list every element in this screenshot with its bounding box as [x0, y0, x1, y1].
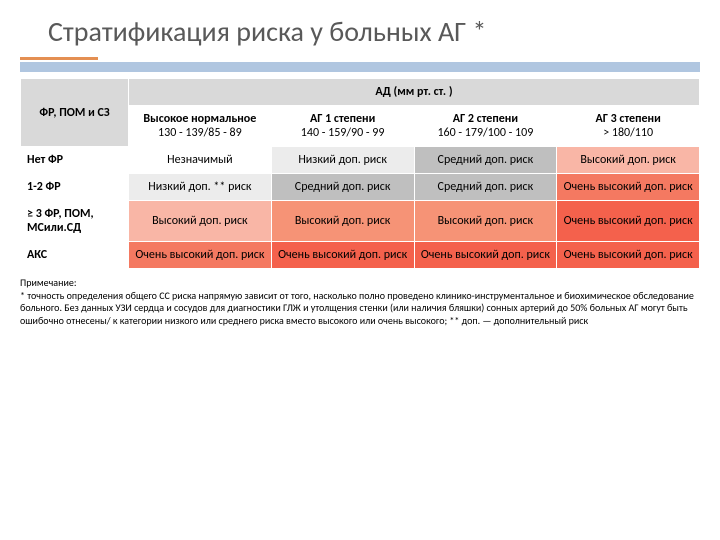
row-label: ≥ 3 ФР, ПОМ, МСили.СД	[21, 201, 129, 242]
col-hdr: АГ 3 степени > 180/110	[557, 106, 700, 147]
row-label: Нет ФР	[21, 147, 129, 174]
risk-cell: Средний доп. риск	[414, 174, 557, 201]
header-top: АД (мм рт. ст. )	[129, 79, 700, 106]
risk-cell: Очень высокий доп. риск	[557, 174, 700, 201]
risk-cell: Высокий доп. риск	[129, 201, 272, 242]
risk-cell: Высокий доп. риск	[557, 147, 700, 174]
risk-cell: Средний доп. риск	[414, 147, 557, 174]
risk-table: ФР, ПОМ и СЗ АД (мм рт. ст. ) Высокое но…	[20, 78, 700, 269]
footnote-line: Примечание:	[20, 277, 700, 290]
footnote-line: * точность определения общего СС риска н…	[20, 290, 700, 328]
col-hdr: АГ 2 степени 160 - 179/100 - 109	[414, 106, 557, 147]
row-label: АКС	[21, 242, 129, 269]
risk-cell: Низкий доп. ** риск	[129, 174, 272, 201]
risk-cell: Незначимый	[129, 147, 272, 174]
table-row: АКСОчень высокий доп. рискОчень высокий …	[21, 242, 700, 269]
risk-cell: Очень высокий доп. риск	[271, 242, 414, 269]
table-row: ≥ 3 ФР, ПОМ, МСили.СДВысокий доп. рискВы…	[21, 201, 700, 242]
risk-cell: Очень высокий доп. риск	[129, 242, 272, 269]
header-left: ФР, ПОМ и СЗ	[21, 79, 129, 147]
row-label: 1-2 ФР	[21, 174, 129, 201]
risk-cell: Низкий доп. риск	[271, 147, 414, 174]
risk-cell: Очень высокий доп. риск	[557, 201, 700, 242]
risk-cell: Высокий доп. риск	[271, 201, 414, 242]
col-hdr: Высокое нормальное 130 - 139/85 - 89	[129, 106, 272, 147]
table-row: Нет ФРНезначимыйНизкий доп. рискСредний …	[21, 147, 700, 174]
risk-cell: Очень высокий доп. риск	[557, 242, 700, 269]
col-hdr: АГ 1 степени 140 - 159/90 - 99	[271, 106, 414, 147]
accent-bars	[20, 57, 700, 72]
table-row: 1-2 ФРНизкий доп. ** рискСредний доп. ри…	[21, 174, 700, 201]
table-row: ФР, ПОМ и СЗ АД (мм рт. ст. )	[21, 79, 700, 106]
risk-cell: Средний доп. риск	[271, 174, 414, 201]
risk-cell: Очень высокий доп. риск	[414, 242, 557, 269]
page-title: Стратификация риска у больных АГ *	[48, 14, 700, 49]
footnote: Примечание: * точность определения общег…	[20, 277, 700, 327]
risk-cell: Высокий доп. риск	[414, 201, 557, 242]
